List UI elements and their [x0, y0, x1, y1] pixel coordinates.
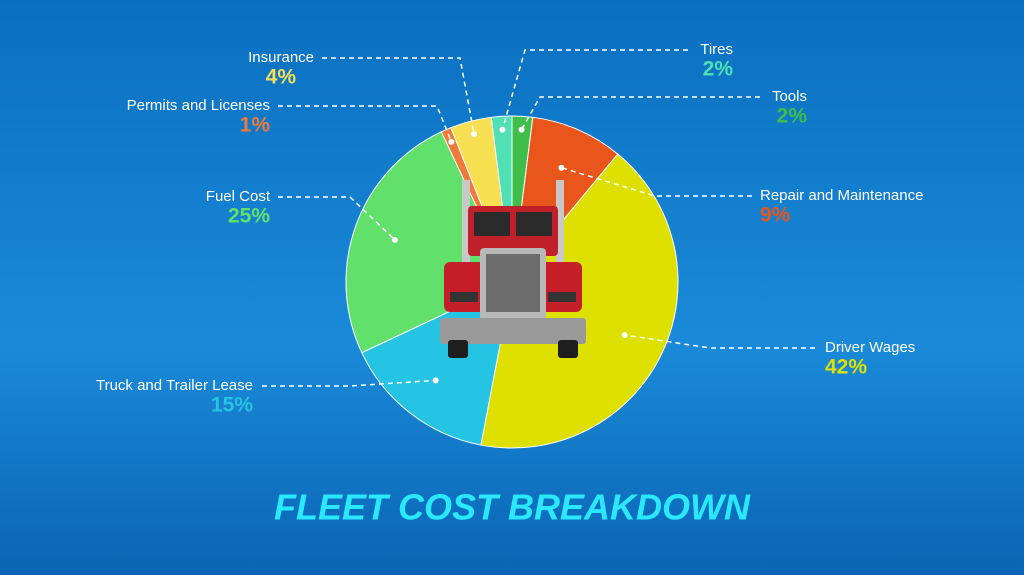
leader-dot [499, 126, 506, 133]
category-label: Insurance [248, 49, 314, 66]
category-label: Tires [700, 41, 733, 58]
leader-dot [471, 131, 478, 138]
leader-line [561, 167, 752, 197]
value-label: 25% [228, 205, 270, 228]
category-label: Driver Wages [825, 339, 915, 356]
leader-line [262, 379, 436, 387]
value-label: 15% [211, 394, 253, 417]
leader-line [278, 105, 453, 143]
leader-line [520, 96, 760, 130]
leader-dot [391, 236, 398, 243]
leader-line [322, 57, 475, 135]
truck-illustration [440, 180, 586, 358]
value-label: 4% [266, 66, 297, 89]
leader-dot [432, 377, 439, 384]
value-label: 1% [240, 114, 271, 137]
leader-dot [448, 138, 455, 145]
value-label: 2% [703, 58, 734, 81]
leader-line [278, 196, 396, 241]
leader-dot [621, 332, 628, 339]
leader-dot [518, 126, 525, 133]
value-label: 9% [760, 204, 791, 227]
leader-line [624, 334, 815, 349]
category-label: Tools [772, 88, 807, 105]
value-label: 2% [777, 105, 808, 128]
category-label: Fuel Cost [206, 188, 271, 205]
chart-title: FLEET COST BREAKDOWN [274, 487, 751, 528]
category-label: Repair and Maintenance [760, 187, 923, 204]
leader-line [501, 49, 688, 130]
value-label: 42% [825, 356, 867, 379]
leader-dot [558, 164, 565, 171]
category-label: Truck and Trailer Lease [96, 377, 253, 394]
category-label: Permits and Licenses [127, 97, 270, 114]
